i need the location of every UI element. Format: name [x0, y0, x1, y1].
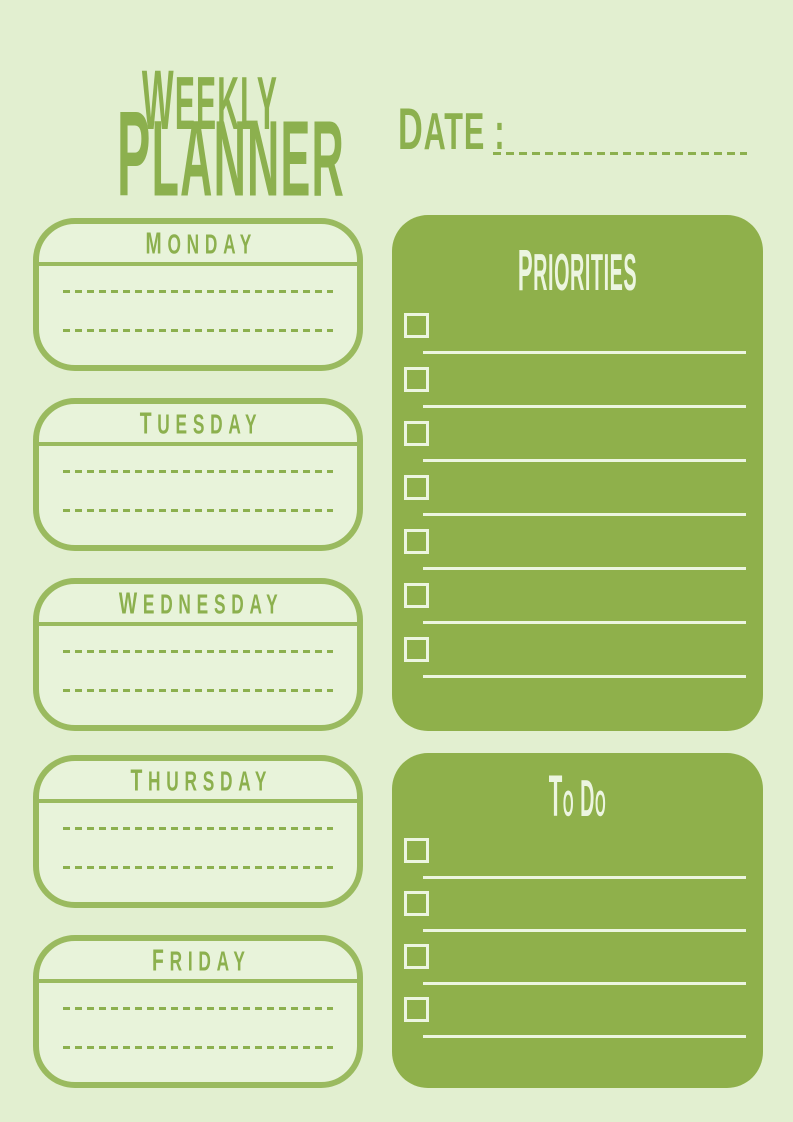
- day-card-header: FRIDAY: [39, 941, 357, 983]
- day-note-area: [39, 290, 357, 332]
- page-title-planner: PLANNER: [117, 87, 346, 223]
- day-card-thursday: THURSDAY: [33, 755, 363, 908]
- day-note-area: [39, 1007, 357, 1049]
- day-card-friday: FRIDAY: [33, 935, 363, 1088]
- note-write-line[interactable]: [63, 866, 333, 869]
- day-note-area: [39, 650, 357, 692]
- checklist-item: [404, 475, 746, 529]
- todo-items: [404, 838, 746, 1050]
- note-write-line[interactable]: [63, 470, 333, 473]
- checklist-item: [404, 583, 746, 637]
- day-card-header: THURSDAY: [39, 761, 357, 803]
- day-title: THURSDAY: [129, 762, 272, 797]
- checkbox[interactable]: [404, 838, 429, 863]
- day-title: MONDAY: [145, 225, 257, 260]
- priorities-title: PRIORITIES: [517, 236, 638, 304]
- note-write-line[interactable]: [63, 689, 333, 692]
- date-label: DATE :: [398, 95, 506, 163]
- day-card-header: MONDAY: [39, 224, 357, 266]
- checkbox[interactable]: [404, 529, 429, 554]
- note-write-line[interactable]: [63, 827, 333, 830]
- priorities-panel: PRIORITIES: [392, 215, 763, 731]
- checkbox[interactable]: [404, 891, 429, 916]
- note-write-line[interactable]: [63, 329, 333, 332]
- day-note-area: [39, 827, 357, 869]
- checklist-item: [404, 838, 746, 891]
- item-write-line[interactable]: [423, 459, 746, 462]
- day-title: FRIDAY: [151, 942, 251, 977]
- day-card-header: WEDNESDAY: [39, 584, 357, 626]
- checklist-item: [404, 313, 746, 367]
- checkbox[interactable]: [404, 475, 429, 500]
- checkbox[interactable]: [404, 583, 429, 608]
- checkbox[interactable]: [404, 944, 429, 969]
- item-write-line[interactable]: [423, 513, 746, 516]
- item-write-line[interactable]: [423, 567, 746, 570]
- priorities-items: [404, 313, 746, 691]
- day-note-area: [39, 470, 357, 512]
- checklist-item: [404, 529, 746, 583]
- checklist-item: [404, 891, 746, 944]
- item-write-line[interactable]: [423, 876, 746, 879]
- day-card-wednesday: WEDNESDAY: [33, 578, 363, 731]
- item-write-line[interactable]: [423, 621, 746, 624]
- item-write-line[interactable]: [423, 405, 746, 408]
- note-write-line[interactable]: [63, 1007, 333, 1010]
- day-title: TUESDAY: [139, 405, 263, 440]
- checklist-item: [404, 367, 746, 421]
- checkbox[interactable]: [404, 421, 429, 446]
- checkbox[interactable]: [404, 997, 429, 1022]
- todo-title: To Do: [548, 762, 607, 830]
- item-write-line[interactable]: [423, 675, 746, 678]
- checklist-item: [404, 997, 746, 1050]
- day-card-monday: MONDAY: [33, 218, 363, 371]
- item-write-line[interactable]: [423, 982, 746, 985]
- checklist-item: [404, 944, 746, 997]
- todo-panel: To Do: [392, 753, 763, 1088]
- day-card-header: TUESDAY: [39, 404, 357, 446]
- checkbox[interactable]: [404, 367, 429, 392]
- page-title-weekly: WEEKLY: [141, 52, 279, 147]
- day-card-tuesday: TUESDAY: [33, 398, 363, 551]
- checklist-item: [404, 637, 746, 691]
- note-write-line[interactable]: [63, 290, 333, 293]
- item-write-line[interactable]: [423, 351, 746, 354]
- day-title: WEDNESDAY: [118, 585, 284, 620]
- item-write-line[interactable]: [423, 1035, 746, 1038]
- note-write-line[interactable]: [63, 509, 333, 512]
- note-write-line[interactable]: [63, 650, 333, 653]
- item-write-line[interactable]: [423, 929, 746, 932]
- checklist-item: [404, 421, 746, 475]
- checkbox[interactable]: [404, 313, 429, 338]
- note-write-line[interactable]: [63, 1046, 333, 1049]
- checkbox[interactable]: [404, 637, 429, 662]
- date-input-line[interactable]: [493, 152, 747, 155]
